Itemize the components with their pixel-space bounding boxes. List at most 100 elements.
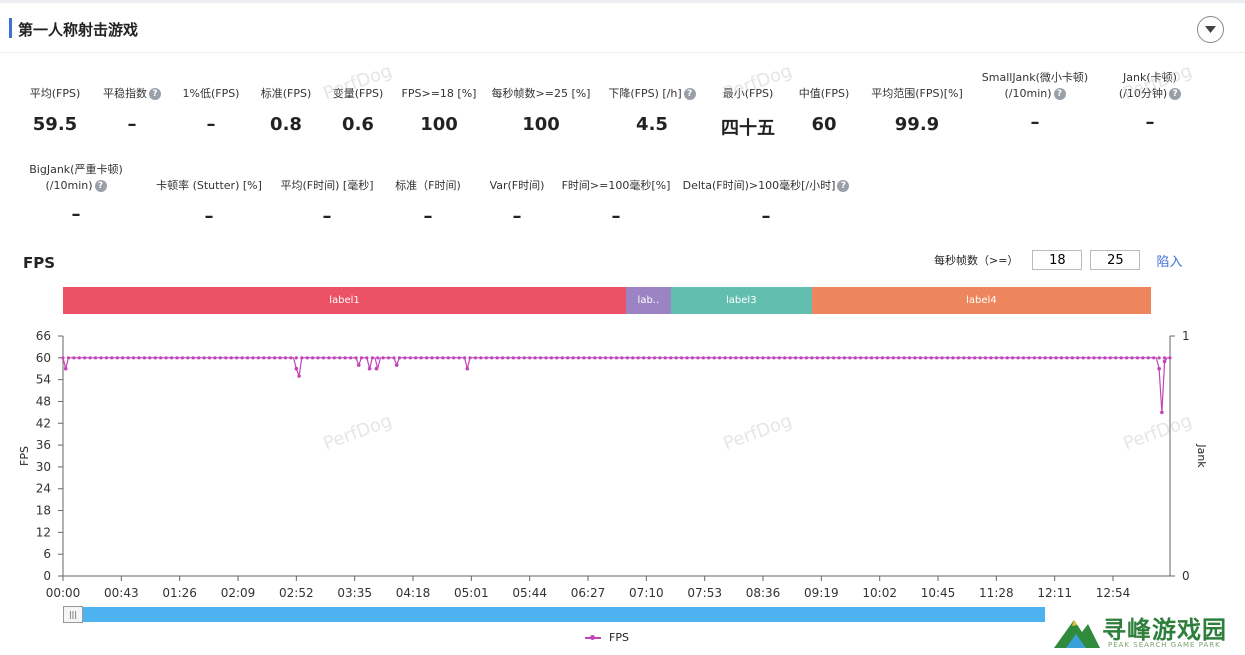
fps-point (408, 356, 412, 360)
metric-value: 四十五 (721, 118, 775, 139)
y-tick-label: 18 (36, 504, 51, 518)
fps-point (1168, 356, 1172, 360)
threshold-2-input[interactable] (1090, 250, 1141, 270)
fps-point (940, 356, 944, 360)
fps-point (956, 356, 960, 360)
fps-point (370, 356, 374, 360)
fps-point (403, 356, 407, 360)
fps-point (897, 356, 901, 360)
metric-metrics_row1-1: 平稳指数? – (42, 86, 222, 135)
fps-dip-point (465, 366, 470, 371)
fps-point (891, 356, 895, 360)
fps-point (620, 356, 624, 360)
fps-point (175, 356, 179, 360)
threshold-1-input[interactable] (1032, 250, 1083, 270)
x-tick-label: 02:52 (279, 586, 314, 600)
metric-label-text: 变量(FPS) (332, 87, 384, 100)
fps-point (1135, 356, 1140, 360)
metric-label-text: 卡顿率 (Stutter) [%] (156, 179, 262, 192)
metric-label-unit: (/10min) (1004, 87, 1052, 100)
metric-label: 每秒帧数>=25 [%] (451, 86, 631, 102)
fps-point (218, 356, 222, 360)
metric-label-text: Var(F时间) (489, 179, 545, 192)
label-segment[interactable]: label4 (811, 287, 1151, 314)
metric-label-text: Delta(F时间)>100毫秒[/小时] (682, 179, 836, 192)
metric-label: 平均范围(FPS)[%] (827, 86, 1007, 102)
metric-value: – (423, 206, 433, 227)
fps-point (945, 356, 950, 360)
fps-point (1021, 356, 1026, 360)
x-tick-label: 08:36 (746, 586, 781, 600)
fps-point (680, 356, 684, 360)
metric-label: 中值(FPS) (734, 86, 914, 102)
fps-point (457, 356, 461, 360)
fps-point (88, 356, 92, 360)
metric-label-text: 平均(FPS) (29, 87, 81, 100)
help-icon[interactable]: ? (1169, 88, 1182, 100)
fps-point (142, 356, 146, 360)
fps-dip-point (1160, 410, 1164, 415)
metric-metrics_row2-3: 标准（F时间) – (338, 178, 518, 227)
help-icon[interactable]: ? (683, 88, 696, 100)
fps-point (728, 356, 733, 360)
fps-point (430, 356, 434, 360)
fps-dip-point (63, 366, 68, 371)
x-tick-label: 12:54 (1096, 586, 1131, 600)
fps-point (104, 356, 109, 360)
fps-point (365, 356, 369, 360)
y-tick-label: 42 (36, 416, 51, 430)
fps-point (788, 356, 792, 360)
fps-point (913, 356, 917, 360)
fps-point (316, 356, 320, 360)
fps-point (804, 356, 809, 360)
fps-point (1011, 356, 1015, 360)
label-segment[interactable]: lab.. (625, 287, 671, 314)
logo-text: 寻峰游戏园 (1102, 616, 1227, 644)
apply-button[interactable]: 陷入 (1156, 254, 1183, 270)
fps-point (131, 356, 136, 360)
metric-label-text: SmallJank(微小卡顿) (981, 71, 1089, 84)
fps-point (614, 356, 619, 360)
chart-legend[interactable]: FPS (585, 631, 629, 644)
metric-metrics_row2-1: 卡顿率 (Stutter) [%] – (119, 178, 299, 227)
help-icon[interactable]: ? (1053, 88, 1066, 100)
help-icon[interactable]: ? (94, 180, 107, 192)
x-tick-label: 07:53 (687, 586, 722, 600)
fps-point (935, 356, 939, 360)
label-segment[interactable]: label1 (63, 287, 626, 314)
metric-label-text: 下降(FPS) [/h] (608, 87, 682, 100)
fps-point (783, 356, 787, 360)
metric-value: – (761, 206, 771, 227)
metric-label-line2: (/10min)? (0, 178, 166, 194)
metric-label-unit: (/10min) (45, 179, 93, 192)
threshold-label: 每秒帧数（>=） (934, 254, 1019, 267)
fps-point (500, 356, 505, 360)
fps-point (381, 356, 385, 360)
fps-point (305, 356, 309, 360)
fps-point (604, 356, 608, 360)
metric-value: 4.5 (636, 114, 668, 135)
fps-chart: 0 6 12 18 24 30 36 42 48 54 60 66 0 1 00:00 00:43 01:26 0… (18, 329, 1208, 600)
metric-metrics_row2-5: F时间>=100毫秒[%] – (526, 178, 706, 227)
metric-label: 最小(FPS) (658, 86, 838, 102)
x-tick-label: 04:18 (396, 586, 431, 600)
fps-point (278, 356, 282, 360)
fps-point (495, 356, 499, 360)
metric-label-line2: (/10min)? (945, 86, 1125, 102)
fps-point (663, 356, 667, 360)
timeline-scrollbar[interactable] (63, 607, 1045, 622)
scrollbar-end (1045, 607, 1169, 622)
fps-point (484, 356, 488, 360)
fps-point (674, 356, 678, 360)
fps-point (99, 356, 103, 360)
collapse-toggle-button[interactable] (1197, 16, 1224, 43)
metric-label: 下降(FPS) [/h]? (562, 86, 742, 102)
fps-point (1000, 356, 1004, 360)
metric-metrics_row1-0: 平均(FPS) 59.5 (0, 86, 145, 135)
fps-point (1087, 356, 1091, 360)
label-segment[interactable]: label3 (670, 287, 812, 314)
help-icon[interactable]: ? (149, 88, 161, 100)
metric-label: 标准(FPS) (196, 86, 376, 102)
scrollbar-handle[interactable]: ||| (63, 606, 83, 623)
help-icon[interactable]: ? (837, 180, 850, 192)
